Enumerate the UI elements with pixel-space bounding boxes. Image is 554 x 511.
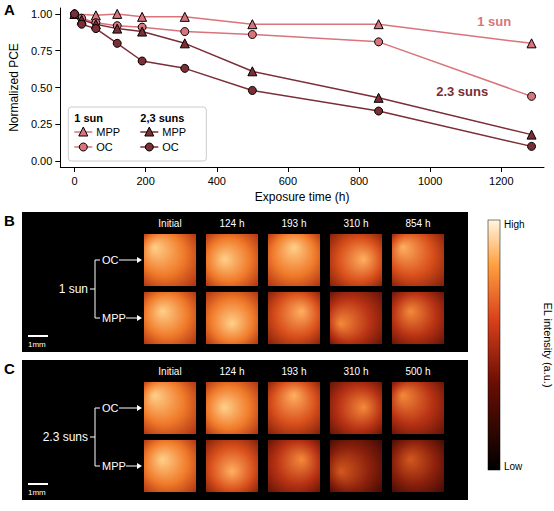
svg-text:1 sun: 1 sun <box>59 282 88 296</box>
svg-text:800: 800 <box>350 175 368 187</box>
svg-text:MPP: MPP <box>162 126 186 138</box>
svg-text:193 h: 193 h <box>281 366 306 377</box>
svg-text:1mm: 1mm <box>28 340 46 349</box>
svg-text:2.3 suns: 2.3 suns <box>43 430 88 444</box>
svg-text:854 h: 854 h <box>405 218 430 229</box>
svg-text:0.25: 0.25 <box>31 118 52 130</box>
svg-text:Initial: Initial <box>158 366 181 377</box>
svg-text:2.3 suns: 2.3 suns <box>436 84 488 99</box>
svg-text:1mm: 1mm <box>28 488 46 497</box>
svg-text:1000: 1000 <box>418 175 442 187</box>
svg-text:C: C <box>4 360 15 377</box>
svg-text:124 h: 124 h <box>219 366 244 377</box>
svg-text:2,3 suns: 2,3 suns <box>140 112 184 124</box>
svg-text:MPP: MPP <box>102 312 126 324</box>
svg-text:1 sun: 1 sun <box>477 14 511 29</box>
svg-text:EL intensity (a.u.): EL intensity (a.u.) <box>542 302 554 387</box>
svg-text:310 h: 310 h <box>343 366 368 377</box>
svg-text:B: B <box>4 212 15 229</box>
svg-text:MPP: MPP <box>96 126 120 138</box>
svg-text:0: 0 <box>71 175 77 187</box>
svg-text:1 sun: 1 sun <box>74 112 103 124</box>
svg-text:400: 400 <box>208 175 226 187</box>
svg-text:OC: OC <box>102 402 119 414</box>
svg-text:OC: OC <box>96 141 113 153</box>
svg-text:1200: 1200 <box>489 175 513 187</box>
svg-text:Exposure time (h): Exposure time (h) <box>255 190 350 204</box>
svg-text:Normalized PCE: Normalized PCE <box>7 43 21 132</box>
svg-text:0.75: 0.75 <box>31 45 52 57</box>
svg-text:500 h: 500 h <box>405 366 430 377</box>
svg-text:Low: Low <box>504 461 523 472</box>
svg-text:310 h: 310 h <box>343 218 368 229</box>
svg-text:MPP: MPP <box>102 460 126 472</box>
svg-text:Initial: Initial <box>158 218 181 229</box>
svg-text:193 h: 193 h <box>281 218 306 229</box>
svg-text:600: 600 <box>279 175 297 187</box>
svg-text:A: A <box>4 1 15 18</box>
svg-text:0.50: 0.50 <box>31 82 52 94</box>
svg-text:124 h: 124 h <box>219 218 244 229</box>
svg-text:1.00: 1.00 <box>31 8 52 20</box>
svg-text:OC: OC <box>102 254 119 266</box>
svg-text:200: 200 <box>136 175 154 187</box>
svg-text:OC: OC <box>162 141 179 153</box>
svg-text:High: High <box>504 219 525 230</box>
svg-text:0.00: 0.00 <box>31 155 52 167</box>
